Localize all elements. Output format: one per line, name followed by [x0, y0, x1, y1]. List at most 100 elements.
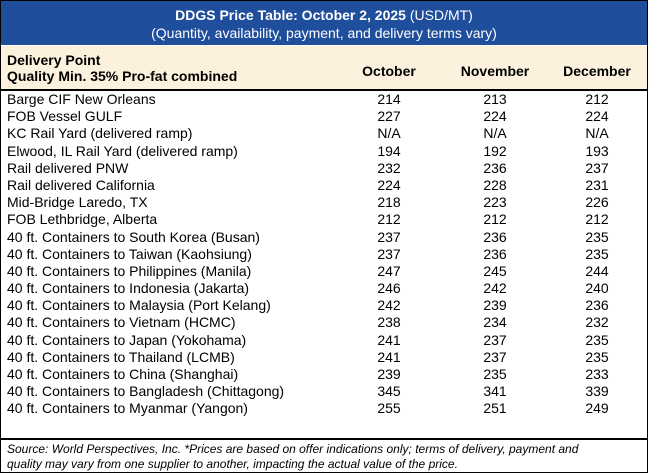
table-row: 40 ft. Containers to Philippines (Manila…: [1, 263, 647, 280]
row-november-price: 223: [483, 194, 507, 211]
row-november-price: 242: [483, 280, 507, 297]
table-row: 40 ft. Containers to Taiwan (Kaohsiung) 2…: [1, 246, 647, 263]
row-december-price: 235: [585, 245, 609, 262]
row-december-price: 226: [585, 194, 609, 211]
footer-source-line1: Source: World Perspectives, Inc. *Prices…: [7, 442, 579, 456]
row-november-price: N/A: [483, 125, 507, 142]
table-row: Mid-Bridge Laredo, TX 218 223 226: [1, 194, 647, 211]
table-row: 40 ft. Containers to Malaysia (Port Kela…: [1, 297, 647, 314]
row-december-price: 240: [585, 280, 609, 297]
row-december-price: 232: [585, 314, 609, 331]
table-row: 40 ft. Containers to Japan (Yokohama) 241…: [1, 332, 647, 349]
row-october-price: 218: [377, 194, 401, 211]
row-october-price: 237: [377, 245, 401, 262]
table-body: Barge CIF New Orleans 214 213 212 FOB Vessel…: [1, 91, 647, 418]
row-november-price: 234: [483, 314, 507, 331]
header-november: November: [460, 63, 530, 79]
row-november-price: 235: [483, 366, 507, 382]
row-october-price: 238: [377, 314, 401, 331]
row-delivery-point: Rail delivered California: [7, 176, 155, 193]
row-december-price: 212: [585, 211, 609, 228]
row-december-price: 193: [585, 142, 609, 159]
table-row: 40 ft. Containers to Thailand (LCMB) 241 2…: [1, 349, 647, 366]
row-november-price: 341: [483, 383, 507, 400]
row-december-price: 212: [585, 91, 609, 107]
row-delivery-point: 40 ft. Containers to Thailand (LCMB): [7, 348, 235, 365]
table-row: 40 ft. Containers to Indonesia (Jakarta)…: [1, 280, 647, 297]
row-delivery-point: Mid-Bridge Laredo, TX: [7, 194, 148, 211]
table-row: 40 ft. Containers to Vietnam (HCMC) 238 23…: [1, 314, 647, 331]
table-row: Rail delivered PNW 232 236 237: [1, 160, 647, 177]
table-header: Delivery Point Quality Min. 35% Pro-fat …: [1, 46, 647, 91]
header-delivery-point: Delivery Point: [7, 52, 101, 68]
row-delivery-point: Barge CIF New Orleans: [7, 91, 156, 107]
row-november-price: 224: [483, 108, 507, 125]
row-november-price: 237: [483, 331, 507, 348]
row-november-price: 237: [483, 348, 507, 365]
table-title-bar: DDGS Price Table: October 2, 2025 (USD/M…: [1, 1, 647, 45]
row-october-price: 242: [377, 297, 401, 314]
header-left: Delivery Point Quality Min. 35% Pro-fat …: [7, 52, 237, 84]
row-october-price: 345: [377, 383, 401, 400]
table-row: KC Rail Yard (delivered ramp) N/A N/A N/A: [1, 125, 647, 142]
row-october-price: 241: [377, 348, 401, 365]
row-delivery-point: 40 ft. Containers to South Korea (Busan): [7, 228, 260, 245]
row-delivery-point: 40 ft. Containers to Japan (Yokohama): [7, 331, 247, 348]
row-delivery-point: 40 ft. Containers to Philippines (Manila…: [7, 262, 252, 279]
row-october-price: 194: [377, 142, 401, 159]
row-november-price: 251: [483, 400, 507, 417]
row-november-price: 212: [483, 211, 507, 228]
row-december-price: 235: [585, 348, 609, 365]
row-october-price: 239: [377, 366, 401, 382]
title-main: DDGS Price Table: October 2, 2025: [175, 7, 406, 23]
row-december-price: N/A: [585, 125, 609, 142]
table-subtitle: (Quantity, availability, payment, and de…: [151, 25, 497, 41]
title-unit: (USD/MT): [405, 7, 473, 23]
row-delivery-point: 40 ft. Containers to Myanmar (Yangon): [7, 400, 248, 417]
row-october-price: 241: [377, 331, 401, 348]
row-october-price: 232: [377, 159, 401, 176]
row-november-price: 228: [483, 176, 507, 193]
row-december-price: 249: [585, 400, 609, 417]
table-row: Barge CIF New Orleans 214 213 212: [1, 91, 647, 108]
row-october-price: 214: [377, 91, 401, 107]
row-november-price: 236: [483, 245, 507, 262]
table-row: Elwood, IL Rail Yard (delivered ramp) 194…: [1, 143, 647, 160]
table-row: 40 ft. Containers to China (Shanghai) 239…: [1, 366, 647, 383]
row-november-price: 245: [483, 262, 507, 279]
header-october: October: [362, 63, 416, 79]
row-october-price: 224: [377, 176, 401, 193]
row-delivery-point: 40 ft. Containers to Vietnam (HCMC): [7, 314, 236, 331]
footer-source-line2: quality may vary from one supplier to an…: [7, 457, 458, 471]
table-title: DDGS Price Table: October 2, 2025 (USD/M…: [1, 7, 647, 23]
row-october-price: 255: [377, 400, 401, 417]
row-december-price: 236: [585, 297, 609, 314]
row-october-price: 227: [377, 108, 401, 125]
header-quality: Quality Min. 35% Pro-fat combined: [7, 68, 238, 84]
row-delivery-point: 40 ft. Containers to Indonesia (Jakarta): [7, 280, 250, 297]
row-delivery-point: FOB Lethbridge, Alberta: [7, 211, 158, 228]
row-october-price: 237: [377, 228, 401, 245]
row-delivery-point: KC Rail Yard (delivered ramp): [7, 125, 193, 142]
row-november-price: 192: [483, 142, 507, 159]
row-december-price: 224: [585, 108, 609, 125]
row-october-price: 212: [377, 211, 401, 228]
row-delivery-point: 40 ft. Containers to Malaysia (Port Kela…: [7, 297, 271, 314]
row-delivery-point: Rail delivered PNW: [7, 159, 129, 176]
row-delivery-point: 40 ft. Containers to China (Shanghai): [7, 366, 239, 382]
row-december-price: 339: [585, 383, 609, 400]
row-delivery-point: 40 ft. Containers to Bangladesh (Chittag…: [7, 383, 285, 400]
row-november-price: 236: [483, 159, 507, 176]
row-november-price: 236: [483, 228, 507, 245]
row-delivery-point: 40 ft. Containers to Taiwan (Kaohsiung): [7, 245, 252, 262]
row-october-price: N/A: [377, 125, 401, 142]
row-december-price: 235: [585, 228, 609, 245]
table-row: FOB Vessel GULF 227 224 224: [1, 108, 647, 125]
row-december-price: 231: [585, 176, 609, 193]
table-row: 40 ft. Containers to South Korea (Busan)…: [1, 229, 647, 246]
row-december-price: 244: [585, 262, 609, 279]
row-october-price: 246: [377, 280, 401, 297]
header-december: December: [563, 63, 631, 79]
row-november-price: 239: [483, 297, 507, 314]
